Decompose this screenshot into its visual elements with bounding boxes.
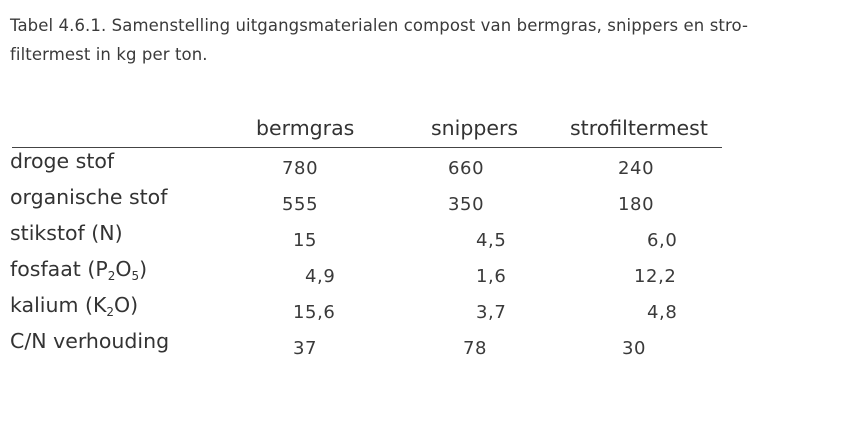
row-label-stikstof: stikstof (N) — [10, 221, 123, 245]
cell-fosfaat-bermgras: 4,9 — [305, 266, 336, 287]
cell-stikstof-snippers: 4,5 — [476, 230, 507, 251]
composition-table: bermgras snippers strofiltermest droge s… — [10, 112, 730, 372]
cell-kalium-strofiltermest: 4,8 — [647, 302, 678, 323]
column-header-bermgras: bermgras — [256, 116, 355, 140]
fosfaat-label-part: fosfaat (P — [10, 257, 108, 281]
table-caption: Tabel 4.6.1. Samenstelling uitgangsmater… — [10, 11, 840, 69]
header-rule — [12, 147, 722, 148]
fosfaat-subscript-p: 2 — [107, 269, 116, 283]
fosfaat-subscript-o: 5 — [131, 269, 140, 283]
cell-cn-verhouding-snippers: 78 — [463, 338, 488, 359]
fosfaat-label-part: O — [115, 257, 132, 281]
kalium-label-part: kalium (K — [10, 293, 107, 317]
cell-stikstof-strofiltermest: 6,0 — [647, 230, 678, 251]
row-label-droge-stof: droge stof — [10, 149, 115, 173]
cell-organische-stof-snippers: 350 — [448, 194, 485, 215]
row-label-organische-stof: organische stof — [10, 185, 168, 209]
cell-organische-stof-bermgras: 555 — [282, 194, 319, 215]
cell-droge-stof-bermgras: 780 — [282, 158, 319, 179]
kalium-label-part: O) — [114, 293, 139, 317]
cell-stikstof-bermgras: 15 — [293, 230, 318, 251]
cell-fosfaat-strofiltermest: 12,2 — [634, 266, 677, 287]
cell-cn-verhouding-strofiltermest: 30 — [622, 338, 647, 359]
row-label-cn-verhouding: C/N verhouding — [10, 329, 170, 353]
fosfaat-label-part: ) — [139, 257, 148, 281]
cell-kalium-bermgras: 15,6 — [293, 302, 336, 323]
cell-organische-stof-strofiltermest: 180 — [618, 194, 655, 215]
row-label-fosfaat: fosfaat (P2O5) — [10, 257, 148, 283]
column-header-snippers: snippers — [431, 116, 519, 140]
caption-line-2: filtermest in kg per ton. — [10, 45, 208, 64]
column-header-strofiltermest: strofiltermest — [570, 116, 708, 140]
kalium-subscript-k: 2 — [106, 305, 115, 319]
cell-droge-stof-snippers: 660 — [448, 158, 485, 179]
row-label-kalium: kalium (K2O) — [10, 293, 139, 319]
cell-fosfaat-snippers: 1,6 — [476, 266, 507, 287]
cell-droge-stof-strofiltermest: 240 — [618, 158, 655, 179]
cell-kalium-snippers: 3,7 — [476, 302, 507, 323]
cell-cn-verhouding-bermgras: 37 — [293, 338, 318, 359]
caption-line-1: Tabel 4.6.1. Samenstelling uitgangsmater… — [10, 16, 749, 35]
